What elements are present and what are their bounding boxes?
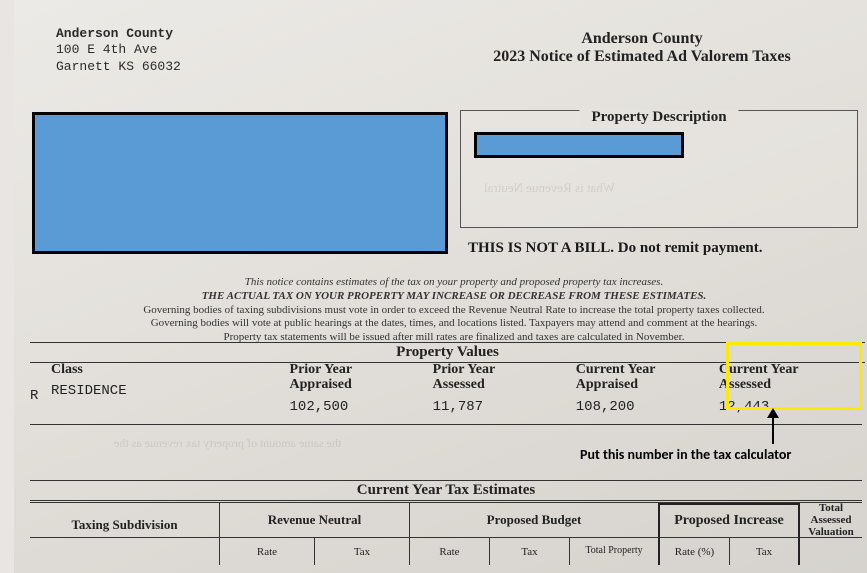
ghost-text: the same amount of property tax revenue … [114, 436, 341, 451]
disclaimer-line: Governing bodies of taxing subdivisions … [104, 304, 804, 318]
redaction-property-desc [474, 132, 684, 158]
tax-estimates-table: Taxing Subdivision Revenue Neutral Propo… [30, 502, 862, 565]
sender-name: Anderson County [56, 26, 181, 42]
cyte-col-rate: Rate [410, 537, 490, 565]
pv-val-pys: 11,787 [433, 393, 576, 415]
cyte-tav-blank [800, 537, 862, 565]
disclaimer-block: This notice contains estimates of the ta… [104, 276, 804, 345]
cyte-col-tax: Tax [490, 537, 570, 565]
pv-col-cys: Current YearAssessed [719, 362, 862, 393]
title-notice: 2023 Notice of Estimated Ad Valorem Taxe… [452, 48, 832, 66]
property-values-table: R Class RESIDENCE Prior YearAppraised 10… [30, 362, 862, 415]
pv-col-class: Class [51, 362, 290, 377]
redaction-recipient [32, 112, 448, 254]
pv-col-pys: Prior YearAssessed [433, 362, 576, 393]
disclaimer-line: This notice contains estimates of the ta… [104, 276, 804, 290]
property-description-label: Property Description [579, 109, 738, 126]
cyte-col-rate: Rate [220, 537, 315, 565]
tax-estimates-header: Current Year Tax Estimates [30, 480, 862, 501]
cyte-col-rate-pct: Rate (%) [660, 537, 730, 565]
cyte-sub-blank [30, 537, 220, 565]
property-description-box: Property Description [460, 110, 858, 228]
disclaimer-line: THE ACTUAL TAX ON YOUR PROPERTY MAY INCR… [104, 290, 804, 304]
cyte-col-total-assessed: Total Assessed Valuation [800, 503, 862, 537]
cyte-col-total-property: Total Property [570, 537, 660, 565]
pv-col-pya: Prior YearAppraised [290, 362, 433, 393]
sender-address: Anderson County 100 E 4th Ave Garnett KS… [56, 26, 181, 75]
not-a-bill-notice: THIS IS NOT A BILL. Do not remit payment… [468, 240, 867, 257]
sender-city: Garnett KS 66032 [56, 59, 181, 75]
pv-col-cya: Current YearAppraised [576, 362, 719, 393]
document-title: Anderson County 2023 Notice of Estimated… [452, 30, 832, 66]
property-values-header: Property Values [30, 342, 865, 363]
title-county: Anderson County [452, 30, 832, 48]
cyte-col-proposed-increase: Proposed Increase [660, 503, 800, 537]
cyte-col-subdivision: Taxing Subdivision [30, 503, 220, 537]
pv-val-pya: 102,500 [290, 393, 433, 415]
cyte-col-tax: Tax [730, 537, 800, 565]
cyte-col-revenue-neutral: Revenue Neutral [220, 503, 410, 537]
callout-text: Put this number in the tax calculator [580, 446, 791, 463]
cyte-col-tax: Tax [315, 537, 410, 565]
pv-val-class: RESIDENCE [51, 377, 290, 399]
pv-row-marker: R [30, 362, 51, 415]
sender-street: 100 E 4th Ave [56, 42, 181, 58]
cyte-col-proposed-budget: Proposed Budget [410, 503, 660, 537]
pv-val-cya: 108,200 [576, 393, 719, 415]
disclaimer-line: Governing bodies will vote at public hea… [104, 317, 804, 331]
ghost-text: What is Revenue Neutral [484, 180, 615, 196]
pv-bottom-rule [30, 424, 862, 425]
document-page: Anderson County 100 E 4th Ave Garnett KS… [14, 0, 867, 573]
arrow-icon [772, 410, 774, 444]
pv-val-cys: 12,443 [719, 393, 862, 415]
